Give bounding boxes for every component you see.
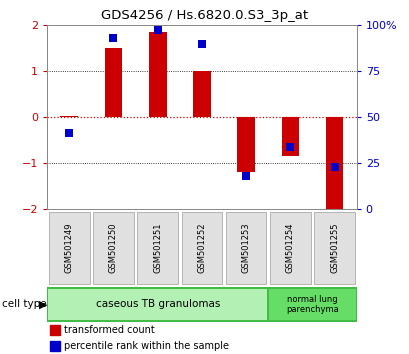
Bar: [281, 117, 299, 156]
FancyBboxPatch shape: [225, 212, 266, 284]
Point: [66, 130, 72, 136]
FancyBboxPatch shape: [93, 212, 133, 284]
Bar: [104, 48, 122, 117]
FancyBboxPatch shape: [49, 212, 90, 284]
Bar: [268, 289, 355, 320]
Bar: [50, 325, 60, 335]
Point: [198, 41, 204, 47]
Text: GSM501250: GSM501250: [109, 223, 118, 273]
Bar: [237, 117, 254, 172]
Text: percentile rank within the sample: percentile rank within the sample: [64, 341, 229, 351]
FancyBboxPatch shape: [270, 212, 310, 284]
Bar: [50, 341, 60, 351]
Text: GSM501252: GSM501252: [197, 223, 206, 273]
Bar: [60, 116, 78, 117]
FancyBboxPatch shape: [313, 212, 354, 284]
FancyBboxPatch shape: [137, 212, 178, 284]
Point: [286, 144, 293, 149]
Bar: [48, 289, 267, 320]
Text: GSM501251: GSM501251: [153, 223, 162, 273]
Text: GDS4256 / Hs.6820.0.S3_3p_at: GDS4256 / Hs.6820.0.S3_3p_at: [101, 9, 308, 22]
Bar: [148, 32, 166, 117]
Text: caseous TB granulomas: caseous TB granulomas: [95, 299, 219, 309]
Point: [110, 35, 117, 40]
Text: ▶: ▶: [39, 299, 47, 309]
Text: cell type: cell type: [2, 299, 47, 309]
Text: GSM501255: GSM501255: [329, 223, 338, 273]
Text: normal lung
parenchyma: normal lung parenchyma: [285, 295, 338, 314]
Point: [242, 173, 249, 178]
Point: [330, 165, 337, 170]
Text: GSM501254: GSM501254: [285, 223, 294, 273]
Text: GSM501253: GSM501253: [241, 222, 250, 273]
FancyBboxPatch shape: [181, 212, 222, 284]
Bar: [193, 71, 210, 117]
Text: transformed count: transformed count: [64, 325, 155, 335]
Bar: [325, 117, 343, 213]
Text: GSM501249: GSM501249: [65, 223, 74, 273]
Point: [154, 28, 161, 33]
